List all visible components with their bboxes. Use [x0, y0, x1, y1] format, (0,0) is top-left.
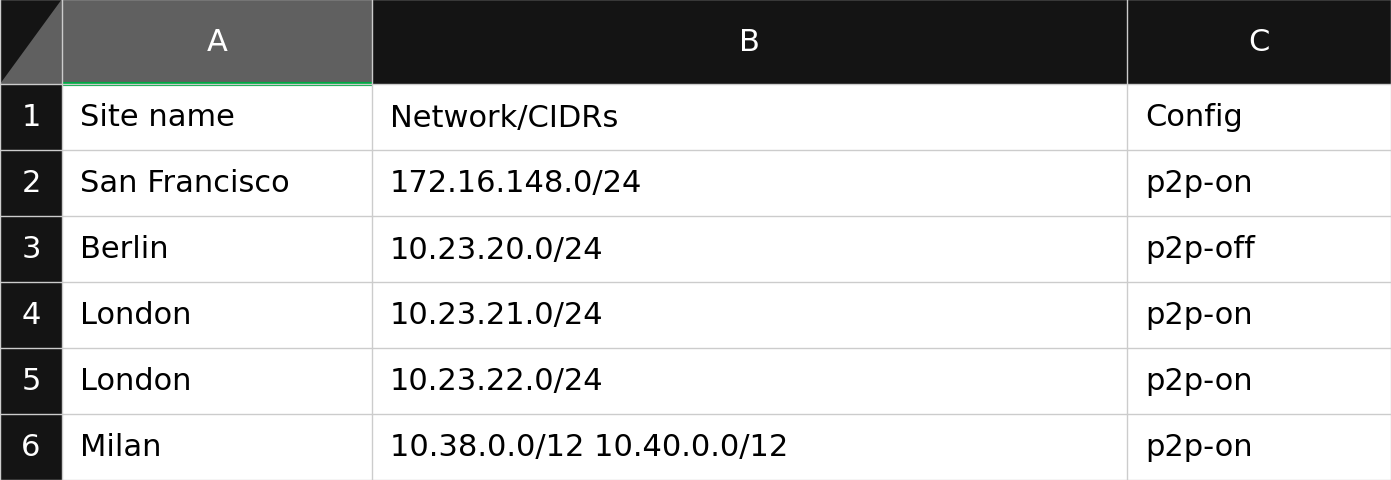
Text: 2: 2 [21, 169, 40, 198]
Text: Site name: Site name [81, 103, 235, 132]
Bar [371, 0, 1127, 85]
Text: p2p-on: p2p-on [1145, 169, 1253, 198]
Text: p2p-on: p2p-on [1145, 301, 1253, 330]
Text: A: A [206, 28, 228, 57]
Text: 6: 6 [21, 432, 40, 462]
Text: Berlin: Berlin [81, 235, 168, 264]
Bar [0, 348, 63, 414]
Text: 4: 4 [21, 301, 40, 330]
Bar [1127, 414, 1391, 480]
Bar [371, 348, 1127, 414]
Bar [0, 0, 63, 85]
Text: p2p-off: p2p-off [1145, 235, 1255, 264]
Bar [0, 85, 63, 151]
Bar [63, 348, 371, 414]
Bar [1127, 348, 1391, 414]
Bar [371, 414, 1127, 480]
Text: 10.23.20.0/24: 10.23.20.0/24 [389, 235, 604, 264]
Polygon shape [0, 0, 63, 85]
Bar [63, 282, 371, 348]
Text: London: London [81, 367, 192, 396]
Bar [0, 282, 63, 348]
Text: 172.16.148.0/24: 172.16.148.0/24 [389, 169, 643, 198]
Text: 3: 3 [21, 235, 40, 264]
Bar [63, 0, 371, 85]
Text: 10.23.22.0/24: 10.23.22.0/24 [389, 367, 604, 396]
Bar [0, 216, 63, 282]
Text: 5: 5 [21, 367, 40, 396]
Bar [371, 282, 1127, 348]
Bar [63, 414, 371, 480]
Bar [1127, 85, 1391, 151]
Text: Network/CIDRs: Network/CIDRs [389, 103, 619, 132]
Bar [1127, 151, 1391, 216]
Bar [0, 151, 63, 216]
Text: B: B [739, 28, 759, 57]
Text: 1: 1 [21, 103, 40, 132]
Bar [63, 85, 371, 151]
Text: Milan: Milan [81, 432, 161, 462]
Text: C: C [1248, 28, 1270, 57]
Bar [371, 85, 1127, 151]
Bar [63, 151, 371, 216]
Bar [1127, 0, 1391, 85]
Bar [0, 414, 63, 480]
Bar [63, 216, 371, 282]
Bar [371, 216, 1127, 282]
Text: p2p-on: p2p-on [1145, 432, 1253, 462]
Text: 10.23.21.0/24: 10.23.21.0/24 [389, 301, 604, 330]
Text: San Francisco: San Francisco [81, 169, 289, 198]
Text: London: London [81, 301, 192, 330]
Bar [1127, 282, 1391, 348]
Text: p2p-on: p2p-on [1145, 367, 1253, 396]
Bar [1127, 216, 1391, 282]
Bar [371, 151, 1127, 216]
Text: 10.38.0.0/12 10.40.0.0/12: 10.38.0.0/12 10.40.0.0/12 [389, 432, 789, 462]
Text: Config: Config [1145, 103, 1242, 132]
